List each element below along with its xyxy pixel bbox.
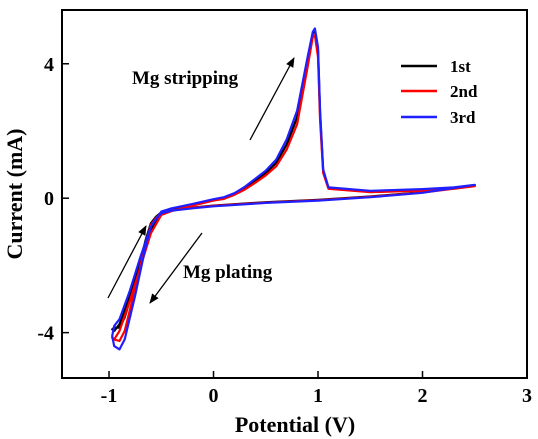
x-tick-label: 0 [209,385,219,407]
plot-frame [61,9,528,379]
x-axis-ticks: -1 0 1 2 3 [101,371,532,407]
legend-label-3rd: 3rd [450,108,476,127]
y-tick-label: 4 [44,54,54,76]
x-tick-label: 1 [313,385,323,407]
legend-label-1st: 1st [450,57,471,76]
y-axis-title: Current (mA) [2,129,27,260]
legend: 1st 2nd 3rd [401,57,478,127]
series-group [111,27,476,351]
plating-arrow-up [107,225,147,299]
x-tick-label: 2 [418,385,428,407]
stripping-arrow [249,57,295,141]
x-tick-label: 3 [522,385,532,407]
plating-arrow-down [149,232,203,304]
x-axis-title: Potential (V) [235,412,355,437]
legend-label-2nd: 2nd [450,82,478,101]
annotation-mg-plating: Mg plating [183,262,273,283]
y-tick-label: 0 [44,188,54,210]
annotation-mg-stripping: Mg stripping [132,68,239,89]
y-tick-label: -4 [37,323,54,345]
x-tick-label: -1 [101,385,118,407]
y-axis-ticks: -4 0 4 [37,54,69,345]
series-line-3rd [111,27,476,351]
